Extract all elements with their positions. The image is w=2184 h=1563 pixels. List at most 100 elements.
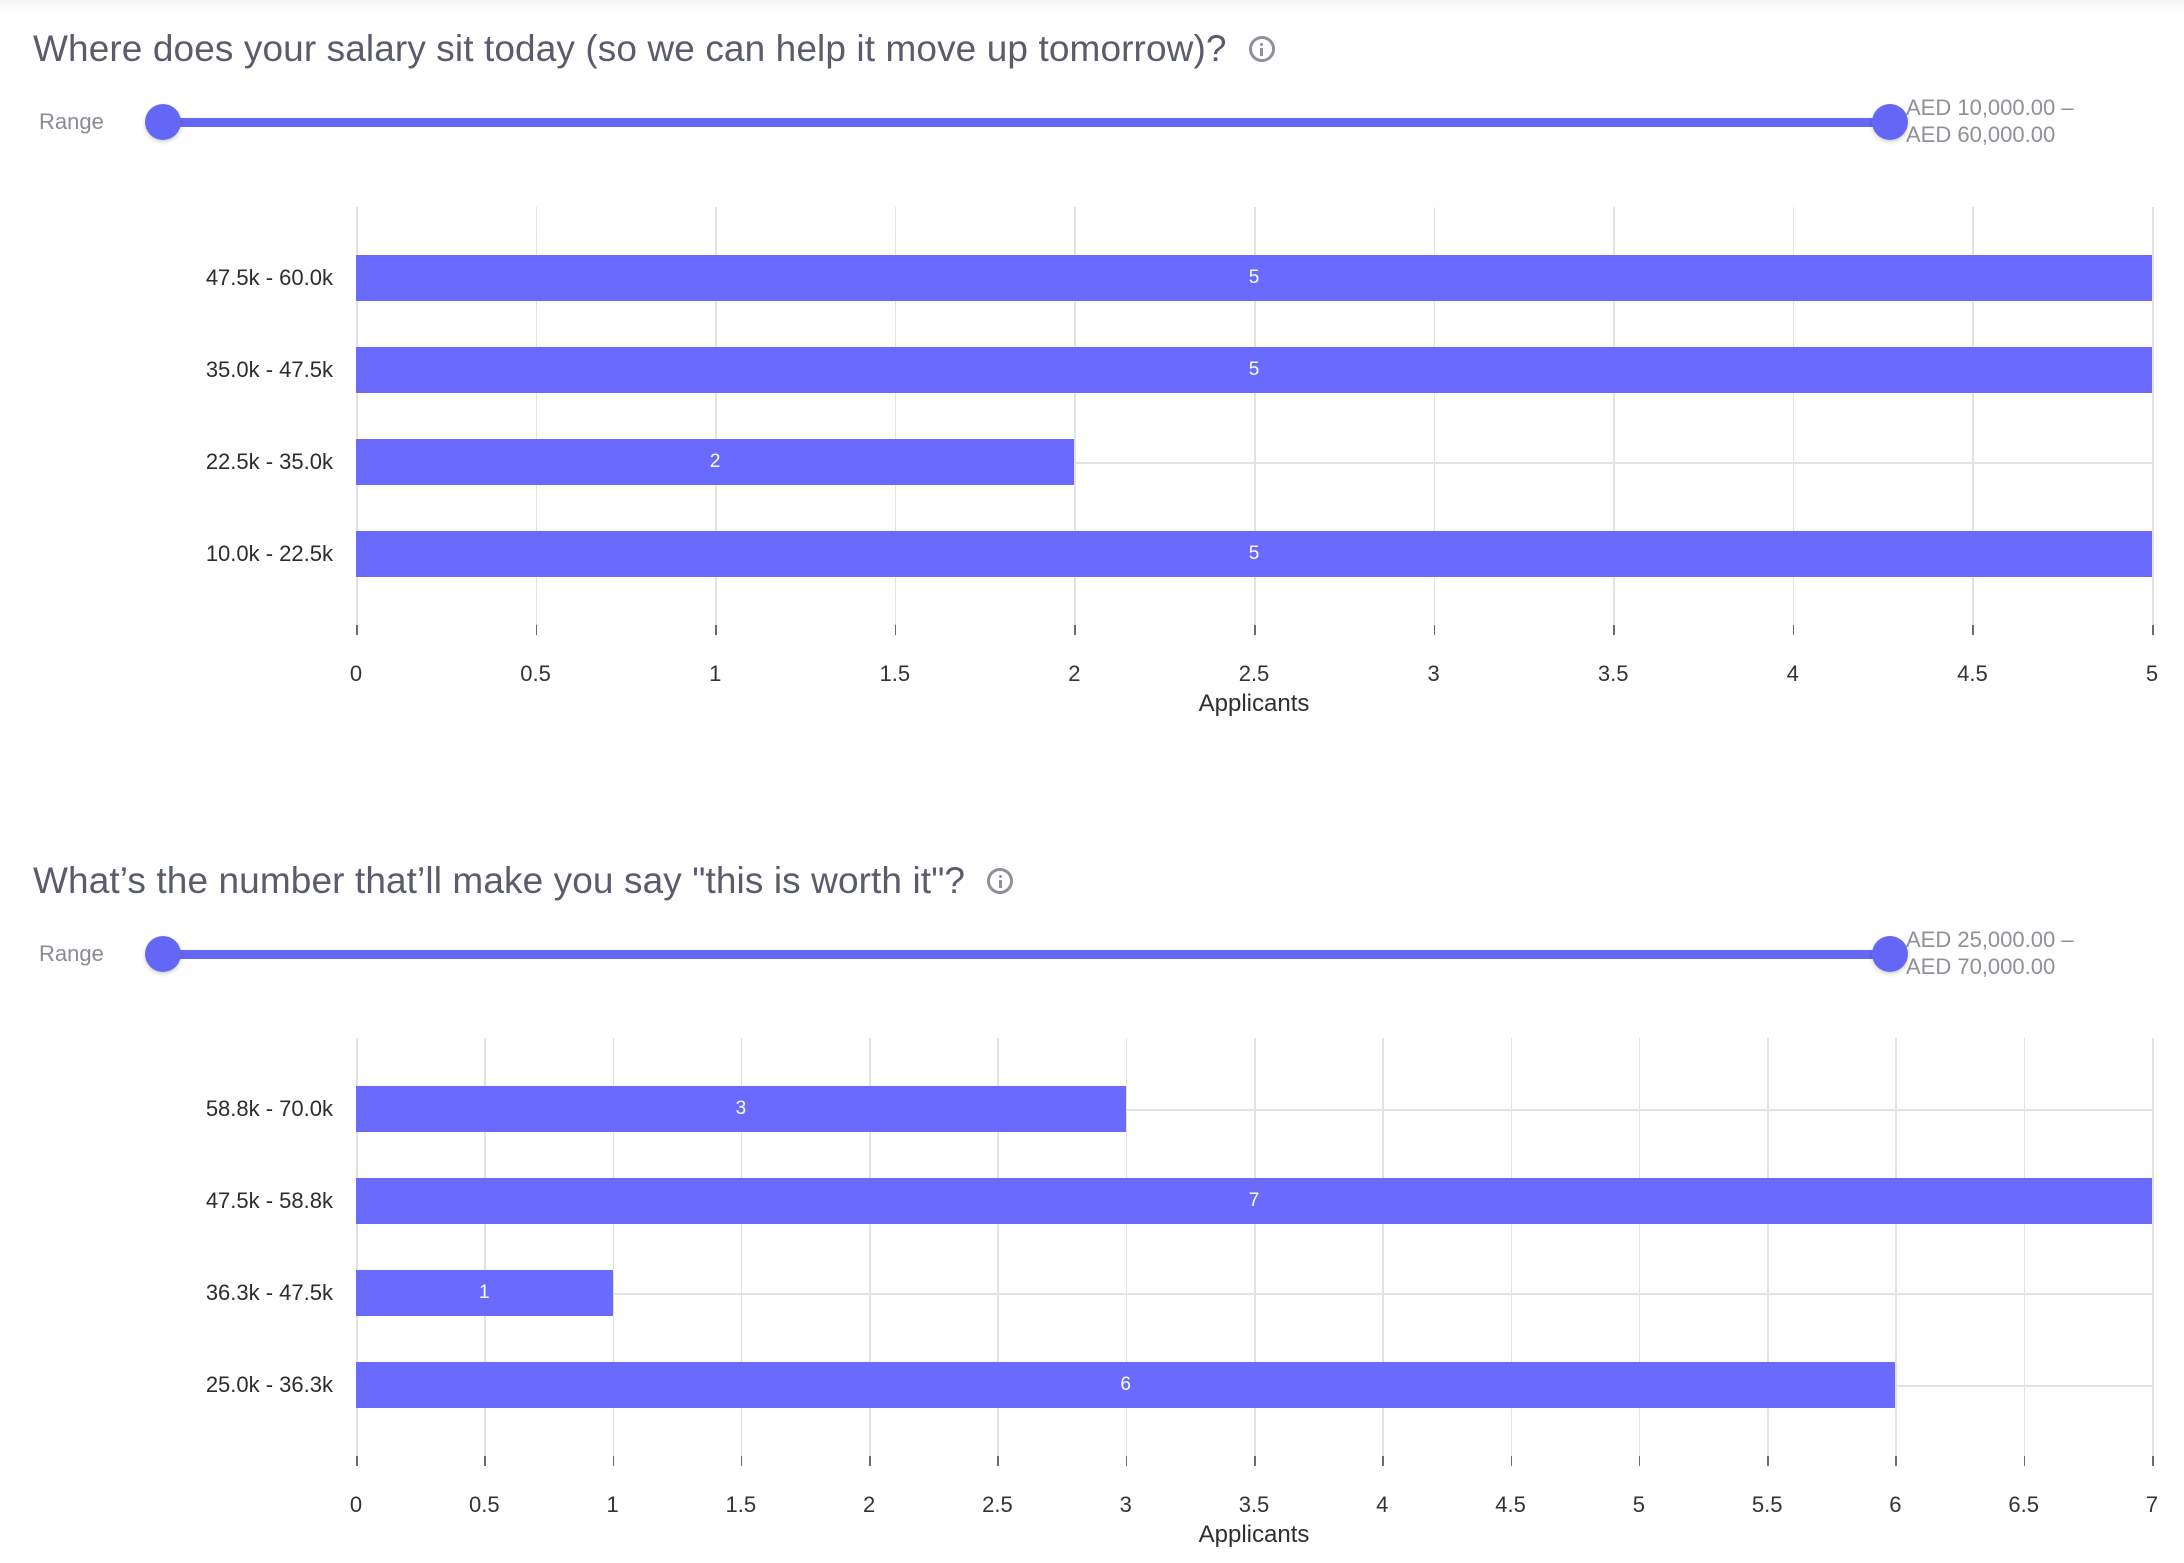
x-axis-title: Applicants — [1198, 1521, 1310, 1548]
salary-expected-chart: 0 0.5 1 1.5 2 2.5 3 3.5 4 4.5 5 5.5 6 6.5 7 3 58.8k - 70… — [206, 1038, 2158, 1517]
range-max-value: AED 60,000.00 — [1906, 122, 2056, 147]
info-circle-icon[interactable] — [987, 868, 1014, 894]
x-axis-tick-label: 0.5 — [468, 1492, 500, 1517]
x-axis-tick — [1382, 1456, 1384, 1466]
y-axis-category-label: 58.8k - 70.0k — [205, 1096, 333, 1121]
x-axis-tick — [1972, 625, 1974, 635]
range-slider-min-thumb[interactable] — [145, 104, 181, 140]
x-axis-tick — [997, 1456, 999, 1466]
gridline-vertical — [1767, 1038, 1769, 1456]
x-axis-tick-label: 3.5 — [1238, 1492, 1270, 1517]
x-axis-tick — [740, 1456, 743, 1466]
range-slider-max-thumb[interactable] — [1872, 936, 1908, 972]
gridline-vertical — [869, 1038, 871, 1456]
range-slider-max-thumb[interactable] — [1872, 104, 1908, 140]
range-slider-min-thumb[interactable] — [145, 936, 181, 972]
bar-value-label: 7 — [1248, 1190, 1260, 1211]
bar[interactable]: 5 — [356, 531, 2152, 577]
gridline-vertical — [894, 207, 897, 625]
bar-value-label: 6 — [1120, 1374, 1131, 1395]
question-title: Where does your salary sit today (so we … — [33, 28, 1275, 70]
range-label: Range — [39, 941, 104, 966]
x-axis-tick — [484, 1456, 486, 1466]
bar[interactable]: 5 — [356, 347, 2152, 393]
gridline-vertical — [1792, 207, 1795, 625]
bar[interactable]: 5 — [356, 255, 2152, 301]
x-axis-tick — [356, 1456, 358, 1466]
x-axis-tick-label: 3 — [1427, 661, 1440, 686]
x-axis-tick — [1433, 625, 1436, 635]
x-axis-tick-label: 1 — [709, 661, 722, 686]
x-axis-tick-label: 2 — [1068, 661, 1081, 686]
info-circle-icon[interactable] — [1248, 36, 1275, 62]
bar[interactable]: 7 — [356, 1178, 2152, 1224]
x-axis-tick-label: 2.5 — [982, 1492, 1013, 1517]
bar-value-label: 5 — [1248, 267, 1260, 288]
bar[interactable]: 3 — [356, 1086, 1126, 1132]
x-axis-tick — [869, 1456, 871, 1466]
bar-value-label: 2 — [709, 451, 721, 472]
bar[interactable]: 2 — [356, 439, 1075, 485]
x-axis-tick-label: 4 — [1786, 661, 1799, 686]
x-axis-tick-label: 1 — [606, 1492, 619, 1517]
x-axis-tick-label: 5.5 — [1751, 1492, 1783, 1517]
y-axis-category-label: 47.5k - 60.0k — [205, 265, 333, 290]
x-axis-tick-label: 4.5 — [1957, 661, 1988, 686]
range-min-value: AED 10,000.00 – — [1906, 95, 2074, 120]
range-value: AED 10,000.00 – AED 60,000.00 — [1906, 94, 2074, 148]
x-axis-tick — [1792, 625, 1795, 635]
range-min-value: AED 25,000.00 – — [1906, 927, 2074, 952]
bar[interactable]: 1 — [356, 1270, 613, 1316]
x-axis-tick — [1074, 625, 1076, 635]
x-axis-tick — [2152, 1456, 2154, 1466]
gridline-horizontal — [356, 462, 2152, 464]
range-slider-track[interactable] — [163, 950, 1890, 959]
gridline-vertical — [1125, 1038, 1128, 1456]
gridline-vertical — [1510, 1038, 1513, 1456]
y-axis-category-label: 25.0k - 36.3k — [205, 1372, 333, 1397]
y-axis-category-label: 47.5k - 58.8k — [205, 1188, 333, 1213]
x-axis-tick — [612, 1456, 615, 1466]
range-slider-track[interactable] — [163, 118, 1890, 127]
x-axis-tick — [1510, 1456, 1513, 1466]
y-axis-category-label: 36.3k - 47.5k — [205, 1280, 333, 1305]
x-axis-tick-label: 2 — [863, 1492, 876, 1517]
top-shade — [0, 0, 2184, 14]
x-axis-tick-label: 5 — [2145, 661, 2159, 686]
gridline-vertical — [2023, 1038, 2026, 1456]
x-axis-tick-label: 3.5 — [1597, 661, 1629, 686]
question-title-text: Where does your salary sit today (so we … — [33, 28, 1227, 69]
gridline-vertical — [715, 207, 717, 625]
x-axis-tick — [894, 625, 897, 635]
x-axis-tick-label: 1.5 — [725, 1492, 757, 1517]
x-axis-tick — [1613, 625, 1615, 635]
x-axis-tick-label: 5 — [1632, 1492, 1645, 1517]
range-value: AED 25,000.00 – AED 70,000.00 — [1906, 926, 2074, 980]
x-axis-tick — [1125, 1456, 1128, 1466]
gridline-vertical — [2152, 1038, 2154, 1456]
x-axis-tick-label: 0 — [349, 661, 363, 686]
gridline-vertical — [1074, 207, 1076, 625]
gridline-vertical — [1382, 1038, 1384, 1456]
x-axis-tick-label: 4 — [1376, 1492, 1389, 1517]
gridline-vertical — [1254, 207, 1256, 625]
gridline-vertical — [356, 207, 358, 625]
x-axis-title: Applicants — [1198, 690, 1310, 717]
x-axis-tick-label: 6 — [1889, 1492, 1902, 1517]
x-axis-tick — [715, 625, 717, 635]
bar-value-label: 3 — [735, 1098, 747, 1119]
gridline-vertical — [2152, 207, 2154, 625]
gridline-vertical — [1433, 207, 1436, 625]
x-axis-tick-label: 6.5 — [2008, 1492, 2039, 1517]
x-axis-tick-label: 2.5 — [1238, 661, 1270, 686]
x-axis-tick — [1254, 625, 1256, 635]
x-axis-tick — [2152, 625, 2154, 635]
y-axis-category-label: 35.0k - 47.5k — [205, 357, 333, 382]
gridline-vertical — [484, 1038, 486, 1456]
bar-value-label: 5 — [1248, 543, 1260, 564]
bar[interactable]: 6 — [356, 1362, 1896, 1408]
gridline-vertical — [535, 207, 538, 625]
y-axis-category-label: 10.0k - 22.5k — [205, 541, 333, 566]
x-axis-tick — [1767, 1456, 1769, 1466]
salary-current-chart: 0 0.5 1 1.5 2 2.5 3 3.5 4 4.5 5 5 47.5k - 60.0k 5 35.0… — [206, 207, 2158, 686]
